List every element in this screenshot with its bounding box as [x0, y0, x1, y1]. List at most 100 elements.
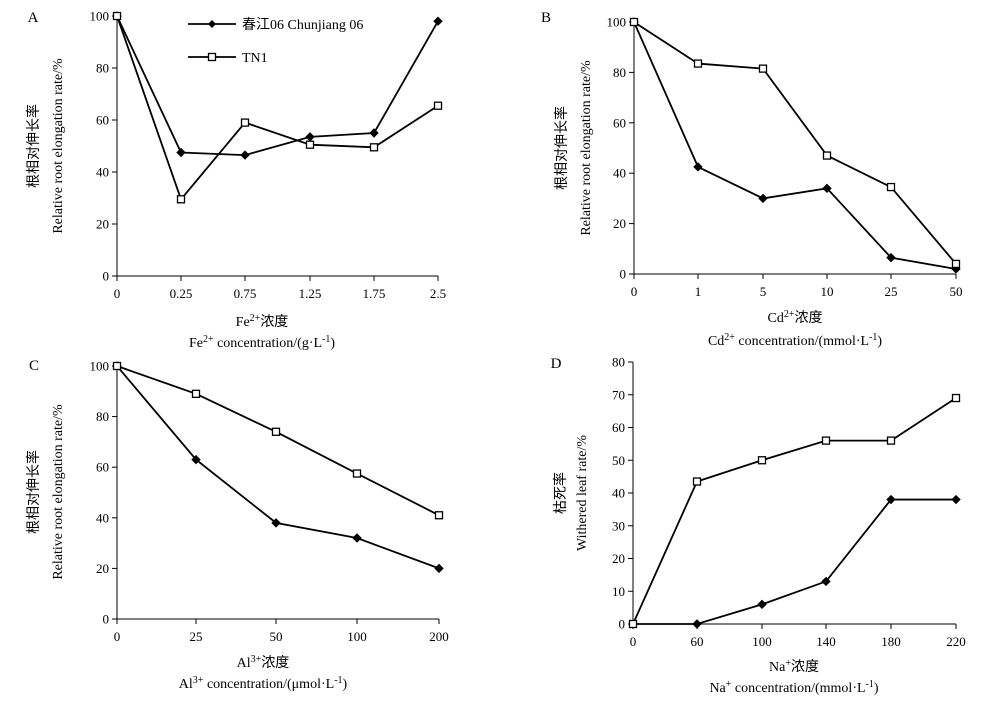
y-tick-label: 0	[103, 612, 110, 627]
x-tick-label: 2.5	[430, 286, 446, 301]
legend-marker-diamond	[208, 20, 216, 28]
data-point-tn1	[951, 259, 961, 269]
data-point-chunjiang-06	[822, 183, 832, 194]
x-tick-label: 0	[114, 286, 121, 301]
y-axis-label-cn: 根相对伸长率	[25, 450, 42, 534]
x-tick-label: 25	[885, 284, 898, 299]
x-tick-label: 0	[630, 634, 637, 649]
y-tick-label: 40	[96, 165, 109, 180]
series-line-tn1	[632, 397, 957, 625]
x-tick-label: 100	[752, 634, 772, 649]
y-tick-label: 40	[612, 486, 625, 501]
x-axis-label-en: Fe2+ concentration/(g·L-1)	[189, 334, 335, 352]
x-tick-label: 0.75	[234, 286, 257, 301]
x-tick-label: 200	[429, 629, 449, 644]
y-tick-label: 20	[96, 217, 109, 232]
y-tick-label: 60	[613, 115, 626, 130]
y-tick-label: 30	[612, 518, 625, 533]
x-axis-label-cn: Na+浓度	[769, 658, 819, 676]
chart-panel-b: B 0 20 40 60 80 100 0 1 5 10 25 50 根相对伸长率 Relative roo…	[541, 10, 963, 349]
y-axis-label-en: Withered leaf rate/%	[575, 435, 590, 551]
legend: 春江06 Chunjiang 06 TN1	[188, 17, 363, 66]
data-point-tn1	[369, 143, 379, 152]
y-tick-label: 50	[612, 453, 625, 468]
data-point-tn1	[112, 361, 122, 371]
data-point-chunjiang-06	[434, 563, 444, 574]
data-point-tn1	[629, 17, 639, 27]
data-point-tn1	[886, 436, 896, 445]
y-tick-label: 0	[619, 617, 626, 632]
y-tick-label: 80	[96, 61, 109, 76]
y-tick-label: 80	[96, 409, 109, 424]
x-axis-label-cn: Al3+浓度	[237, 654, 290, 672]
y-axis-label-en: Relative root elongation rate/%	[579, 60, 594, 236]
y-tick-label: 40	[96, 510, 109, 525]
series-line-chunjiang-06	[633, 498, 956, 625]
data-point-chunjiang-06	[951, 494, 961, 505]
y-tick-label: 60	[96, 113, 109, 128]
y-tick-label: 80	[612, 355, 625, 370]
data-point-tn1	[886, 182, 896, 192]
panel-letter: C	[29, 358, 39, 374]
data-point-tn1	[821, 436, 831, 445]
x-tick-label: 0.25	[170, 286, 193, 301]
legend-entry-tn1: TN1	[188, 51, 268, 66]
data-point-chunjiang-06	[176, 147, 186, 158]
data-point-tn1	[951, 393, 961, 403]
y-tick-label: 40	[613, 166, 626, 181]
data-point-tn1	[191, 389, 201, 398]
chart-panel-a: A 0 20 40 60 80 100 0 0.25 0.75 1.25 1.75 2.5 根相对伸长率 R…	[25, 9, 446, 352]
x-tick-label: 220	[946, 634, 966, 649]
y-tick-label: 20	[613, 216, 626, 231]
x-tick-label: 50	[270, 629, 283, 644]
data-point-chunjiang-06	[191, 454, 201, 465]
data-point-tn1	[757, 456, 767, 465]
y-tick-label: 60	[612, 420, 625, 435]
data-point-tn1	[628, 619, 638, 629]
panel-letter: B	[541, 10, 551, 26]
data-point-chunjiang-06	[352, 533, 362, 543]
series-line-tn1	[633, 21, 957, 265]
legend-entry-chunjiang-06: 春江06 Chunjiang 06	[188, 17, 363, 33]
data-point-chunjiang-06	[271, 518, 281, 528]
x-tick-label: 0	[114, 629, 121, 644]
data-point-chunjiang-06	[886, 494, 896, 505]
x-tick-label: 5	[760, 284, 767, 299]
y-tick-label: 0	[103, 269, 110, 284]
data-point-tn1	[176, 195, 186, 204]
data-point-chunjiang-06	[305, 132, 315, 142]
data-point-chunjiang-06	[757, 599, 767, 610]
data-point-tn1	[434, 511, 444, 520]
y-tick-label: 100	[90, 359, 110, 374]
y-axis-label-cn: 根相对伸长率	[25, 104, 42, 188]
legend-marker-square	[207, 52, 217, 62]
data-point-tn1	[692, 477, 702, 486]
series-line-tn1	[116, 365, 440, 517]
x-axis-label-en: Cd2+ concentration/(mmol·L-1)	[708, 332, 882, 350]
panel-letter: D	[551, 356, 562, 372]
y-tick-label: 100	[90, 9, 110, 24]
x-tick-label: 180	[881, 634, 901, 649]
series-line-chunjiang-06	[633, 21, 957, 270]
y-tick-label: 70	[612, 387, 625, 402]
data-point-tn1	[433, 101, 443, 110]
legend-label: TN1	[242, 51, 268, 66]
series-line-chunjiang-06	[116, 365, 440, 570]
x-tick-label: 100	[347, 629, 367, 644]
x-tick-label: 1.25	[299, 286, 322, 301]
x-tick-label: 60	[691, 634, 704, 649]
y-axis-label-en: Relative root elongation rate/%	[51, 58, 66, 234]
data-point-chunjiang-06	[692, 619, 702, 629]
y-tick-label: 60	[96, 460, 109, 475]
y-tick-label: 20	[612, 551, 625, 566]
y-axis-label-en: Relative root elongation rate/%	[51, 404, 66, 580]
y-axis-label-cn: 枯死率	[552, 472, 569, 514]
series-line-chunjiang-06	[116, 15, 439, 157]
data-point-tn1	[112, 11, 122, 21]
x-axis-label-cn: Fe2+浓度	[236, 313, 289, 331]
data-point-tn1	[822, 151, 832, 160]
data-point-tn1	[305, 140, 315, 149]
data-point-chunjiang-06	[369, 128, 379, 138]
x-axis-label-cn: Cd2+浓度	[768, 309, 823, 327]
